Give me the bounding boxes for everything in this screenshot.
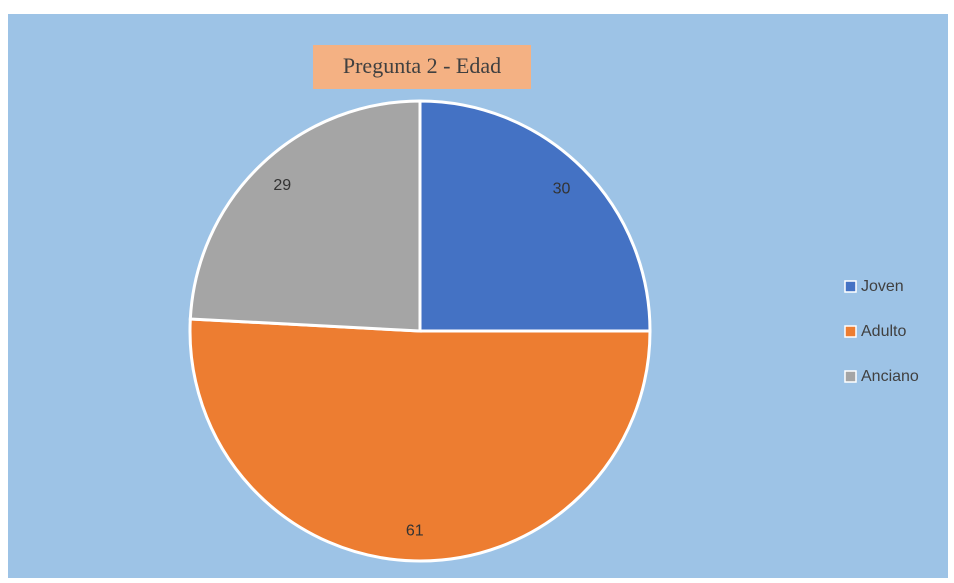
data-label: 29 xyxy=(273,177,291,194)
legend-label: Anciano xyxy=(861,368,919,385)
data-label: 61 xyxy=(406,522,424,539)
title-box xyxy=(313,45,531,89)
pie-slice xyxy=(188,99,422,333)
legend-swatch xyxy=(844,325,857,338)
pie-slice xyxy=(188,317,652,563)
chart-title: Pregunta 2 - Edad xyxy=(343,53,501,78)
legend-swatch xyxy=(844,370,857,383)
legend-label: Joven xyxy=(861,278,904,295)
pie-slice xyxy=(418,99,652,333)
legend-label: Adulto xyxy=(861,323,906,340)
data-label: 30 xyxy=(553,181,571,198)
legend-swatch xyxy=(844,280,857,293)
